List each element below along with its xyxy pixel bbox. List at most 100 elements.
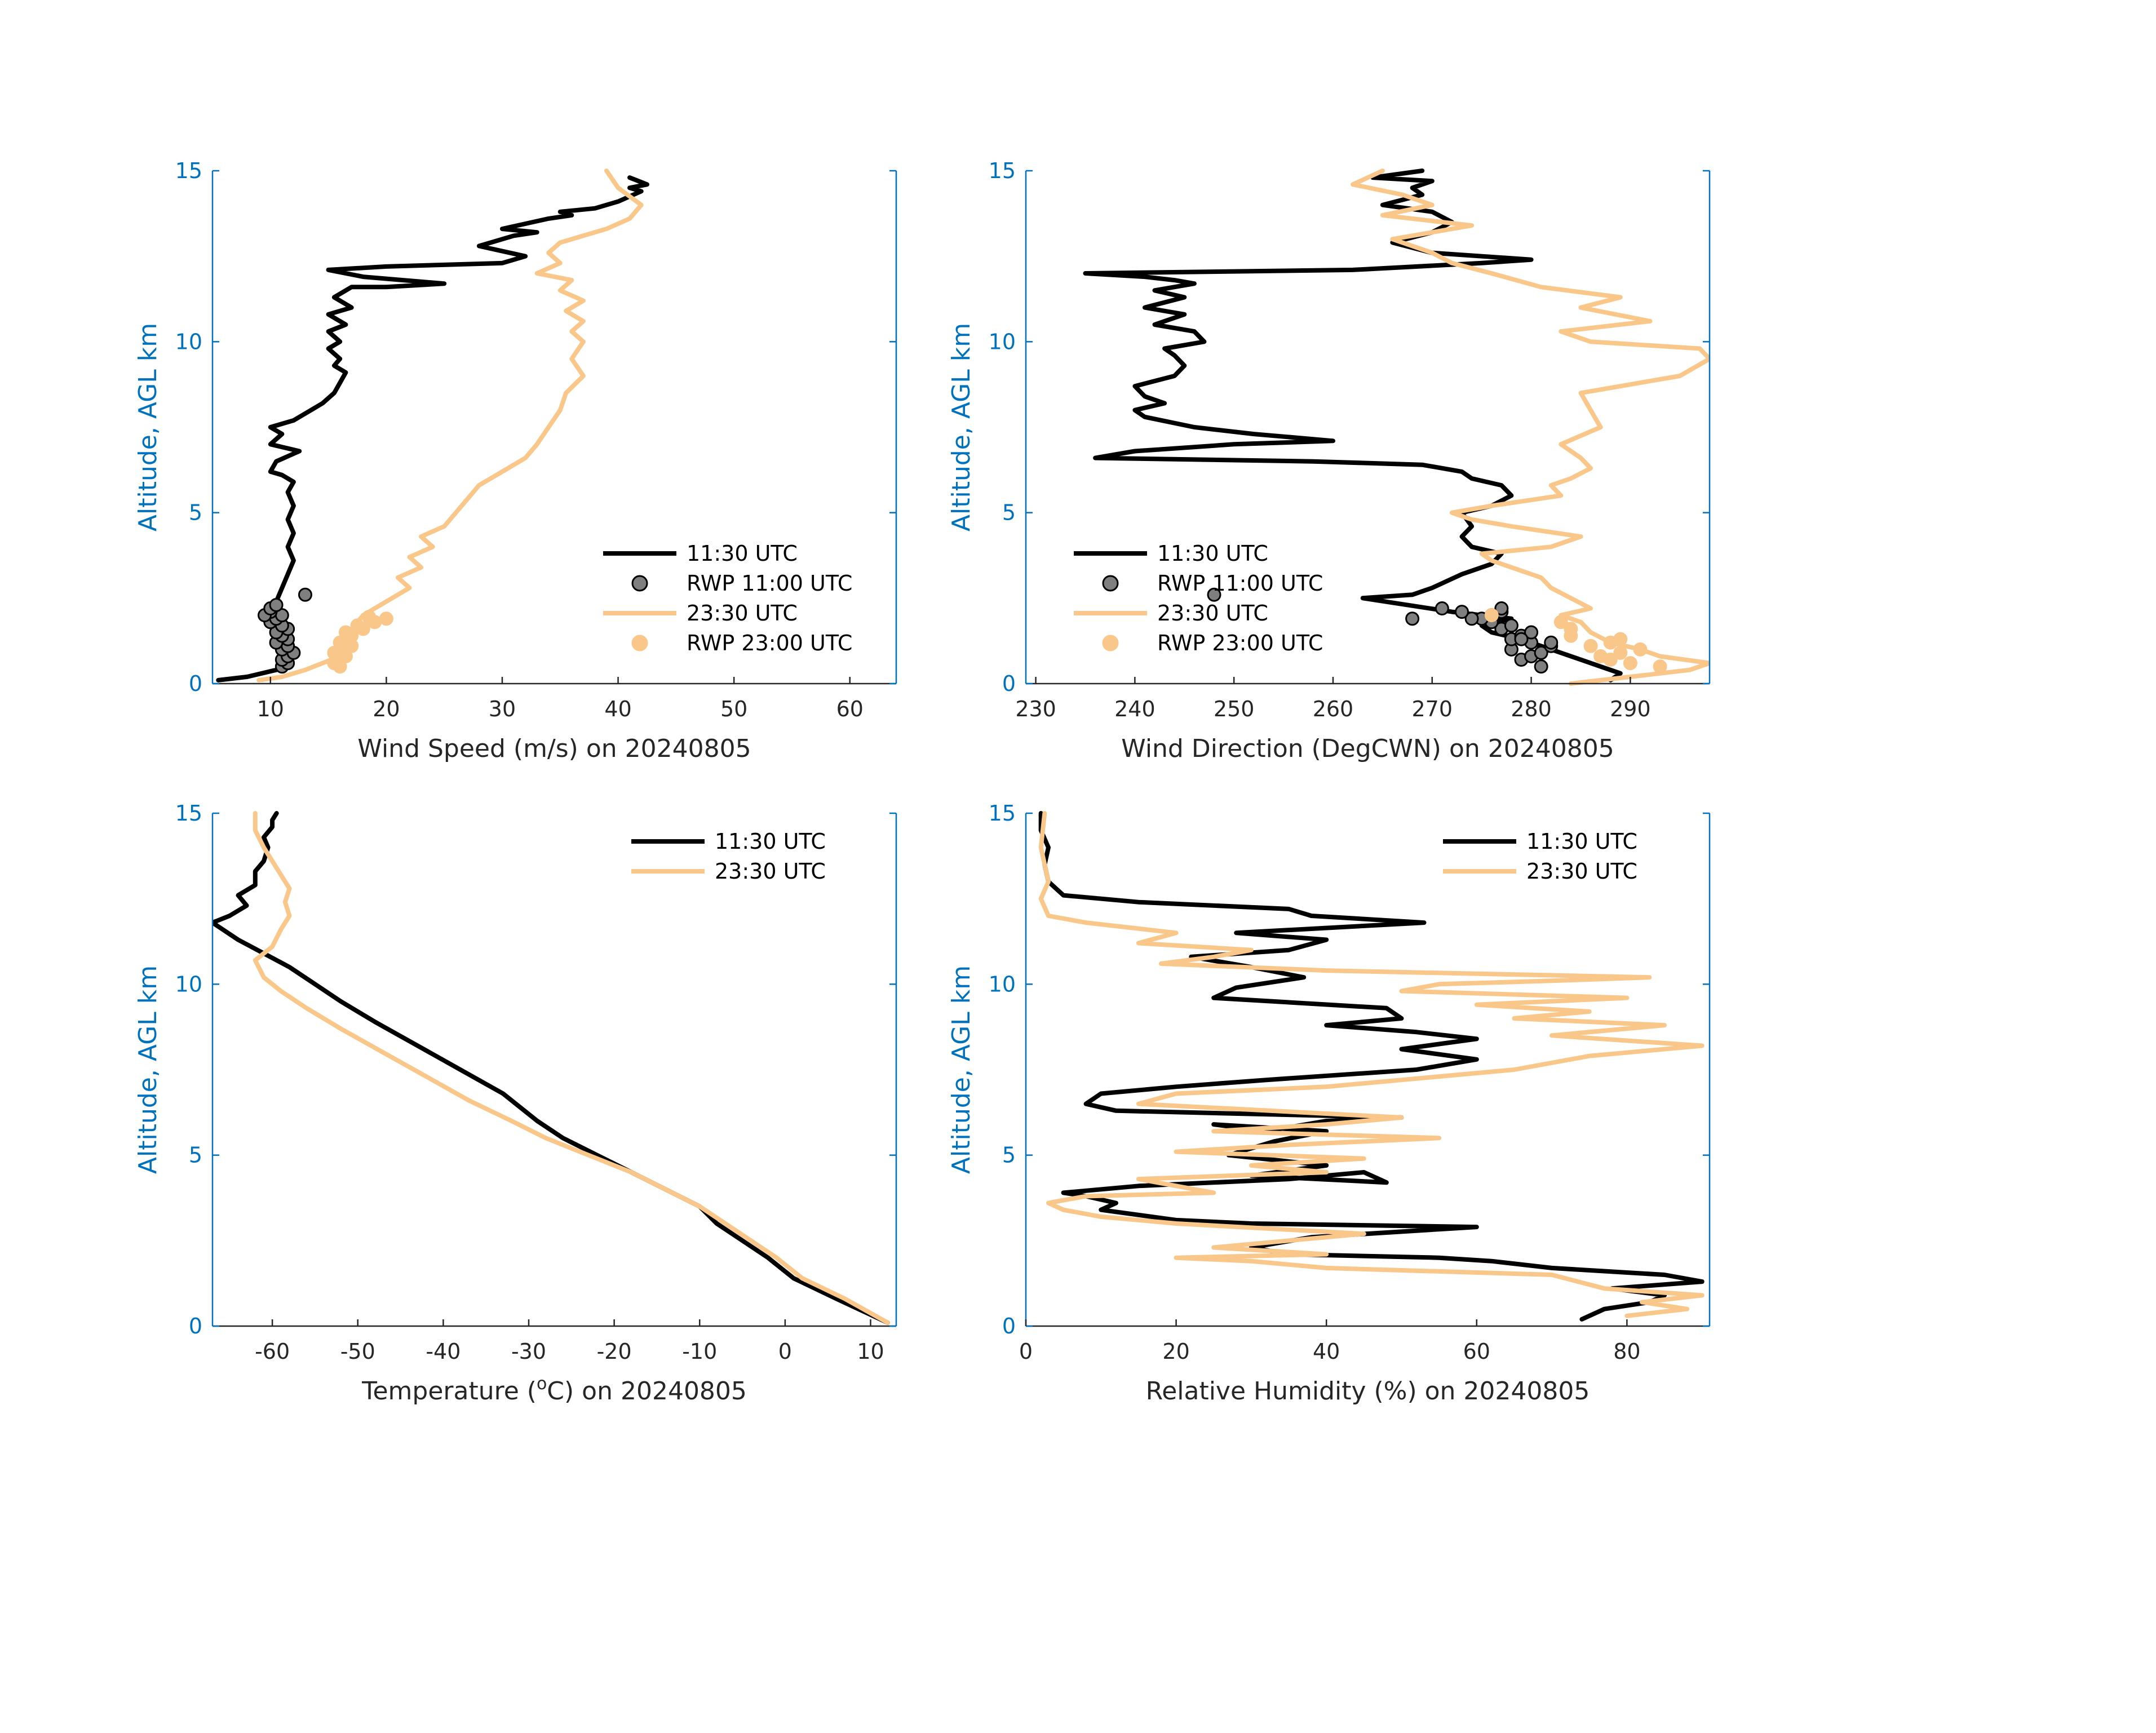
x-tick-label: 10 [257, 697, 284, 721]
scatter-point [1553, 615, 1568, 630]
scatter-point [1494, 601, 1509, 616]
x-tick-label: -30 [511, 1339, 546, 1364]
y-tick-label: 5 [1002, 1143, 1016, 1168]
y-tick-label: 15 [175, 801, 202, 826]
x-tick-label: 20 [1162, 1339, 1189, 1364]
y-tick-label: 5 [189, 1143, 202, 1168]
y-tick-label: 0 [189, 1314, 202, 1338]
scatter-point [350, 618, 365, 633]
series-line-1 [216, 175, 649, 682]
x-tick-label: -40 [426, 1339, 461, 1364]
x-tick-label: 250 [1214, 697, 1255, 721]
y-tick-label: 15 [989, 158, 1016, 183]
scatter-point [1524, 625, 1539, 640]
x-tick-label: 270 [1412, 697, 1453, 721]
scatter-point [362, 610, 377, 624]
chart-panel-2: 0 5 10 15 230 240 250 260 270 280 290 Wind Directio… [947, 158, 1711, 763]
scatter-point [1455, 605, 1469, 619]
scatter-point [269, 597, 284, 612]
legend-entry: 11:30 UTC [1157, 541, 1268, 566]
legend-entry: 11:30 UTC [687, 541, 798, 566]
scatter-point [338, 625, 353, 640]
y-tick-label: 10 [175, 972, 202, 996]
scatter-point [1564, 622, 1578, 636]
x-axis-label: Temperature (oC) on 20240805 [361, 1374, 747, 1406]
scatter-point [1613, 645, 1628, 660]
legend-entry: RWP 11:00 UTC [1157, 571, 1323, 596]
x-tick-label: -20 [597, 1339, 632, 1364]
scatter-point [1653, 659, 1667, 674]
scatter-point [1534, 645, 1548, 660]
x-tick-label: 20 [373, 697, 400, 721]
legend-marker-swatch [1102, 575, 1119, 592]
y-tick-label: 0 [189, 671, 202, 696]
series-line-2 [1038, 811, 1705, 1318]
x-tick-label: -50 [340, 1339, 375, 1364]
y-axis-label: Altitude, AGL km [947, 965, 976, 1174]
legend-marker-swatch [631, 575, 648, 592]
y-tick-label: 0 [1002, 1314, 1016, 1338]
x-tick-label: 40 [604, 697, 631, 721]
scatter-point [1593, 649, 1608, 663]
legend-marker-swatch [631, 635, 648, 651]
x-tick-label: 80 [1613, 1339, 1640, 1364]
x-tick-label: 0 [1019, 1339, 1033, 1364]
x-tick-label: 60 [836, 697, 864, 721]
scatter-point [1544, 635, 1559, 650]
scatter-point [1207, 587, 1221, 602]
plot-area [1038, 811, 1705, 1322]
scatter-point [298, 587, 312, 602]
legend-entry: 23:30 UTC [1157, 601, 1268, 626]
y-axis-label: Altitude, AGL km [134, 323, 162, 531]
chart-panel-1: 0 5 10 15 10 20 30 40 50 60 Wind Speed (m/s) on 20… [134, 158, 897, 763]
legend-entry: 23:30 UTC [687, 601, 798, 626]
y-tick-label: 15 [175, 158, 202, 183]
y-tick-label: 5 [1002, 500, 1016, 525]
scatter-point [1623, 656, 1637, 671]
y-tick-label: 10 [989, 972, 1016, 996]
legend-entry: 11:30 UTC [715, 829, 826, 854]
series-line-1 [212, 811, 890, 1325]
x-tick-label: 230 [1015, 697, 1056, 721]
scatter-point [1534, 659, 1548, 674]
legend-entry: RWP 23:00 UTC [687, 631, 852, 655]
plot-area [216, 169, 649, 682]
scatter-point [1504, 618, 1519, 633]
x-tick-label: 0 [778, 1339, 792, 1364]
x-tick-label: 50 [720, 697, 747, 721]
scatter-point [1514, 632, 1529, 646]
series-line-1 [1083, 169, 1623, 682]
series-line-2 [253, 811, 890, 1325]
x-tick-label: 260 [1313, 697, 1354, 721]
legend: 11:30 UTC 23:30 UTC [631, 829, 826, 884]
x-tick-label: 240 [1114, 697, 1156, 721]
legend-marker-swatch [1102, 635, 1119, 651]
x-axis-label: Wind Direction (DegCWN) on 20240805 [1121, 734, 1614, 763]
scatter-point [1484, 608, 1499, 623]
y-axis-label: Altitude, AGL km [947, 323, 976, 531]
legend-entry: 23:30 UTC [715, 859, 826, 884]
legend-entry: 11:30 UTC [1526, 829, 1637, 854]
x-tick-label: 10 [857, 1339, 884, 1364]
legend-entry: RWP 23:00 UTC [1157, 631, 1323, 655]
x-tick-label: 280 [1511, 697, 1552, 721]
scatter-point [379, 611, 393, 626]
x-tick-label: -60 [255, 1339, 290, 1364]
legend: 11:30 UTC 23:30 UTC [1443, 829, 1637, 884]
x-tick-label: 40 [1313, 1339, 1340, 1364]
plot-area [1083, 169, 1710, 686]
scatter-point [1405, 611, 1420, 626]
y-tick-label: 10 [175, 329, 202, 354]
x-tick-label: 290 [1610, 697, 1651, 721]
y-tick-label: 10 [989, 329, 1016, 354]
scatter-point [1633, 642, 1648, 657]
plot-area [212, 811, 890, 1325]
scatter-point [1464, 611, 1479, 626]
chart-panel-3: 0 5 10 15 -60 -50 -40 -30 -20 -10 0 10 Temperature (… [134, 801, 897, 1406]
scatter-point [1435, 601, 1449, 616]
legend-entry: 23:30 UTC [1526, 859, 1637, 884]
x-tick-label: -10 [682, 1339, 717, 1364]
